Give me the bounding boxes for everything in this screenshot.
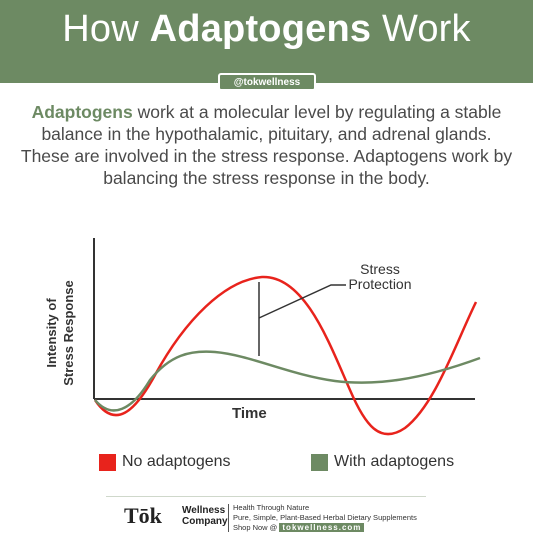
title-bold: Adaptogens (149, 8, 372, 50)
stress-protection-label: Stress Protection (340, 262, 420, 292)
footer-separator (228, 504, 229, 532)
legend-swatch-red (99, 453, 116, 471)
intro-text: work at a molecular level by regulating … (20, 102, 513, 188)
footer-divider (106, 496, 426, 497)
brand-line2: Company (182, 516, 228, 527)
header-banner (0, 0, 533, 83)
shop-prefix: Shop Now @ (233, 523, 280, 532)
y-axis-label: Intensity of Stress Response (43, 263, 83, 403)
intro-paragraph: Adaptogens work at a molecular level by … (18, 101, 515, 189)
tag-line3: Shop Now @ tokwellness.com (233, 523, 417, 533)
title-pre: How (62, 8, 150, 50)
curve-no-adaptogens (93, 275, 478, 436)
tag-line2: Pure, Simple, Plant-Based Herbal Dietary… (233, 513, 417, 522)
y-axis-label-line2: Stress Response (61, 280, 76, 386)
x-axis-label: Time (232, 405, 267, 422)
brand-line1: Wellness (182, 505, 226, 516)
legend-with-adaptogens: With adaptogens (311, 453, 454, 471)
page-title: How Adaptogens Work (0, 8, 533, 51)
intro-keyword: Adaptogens (31, 102, 133, 122)
legend-swatch-green (311, 453, 328, 471)
title-post: Work (371, 8, 471, 50)
brand-name: Wellness Company (182, 505, 228, 527)
curve-with-adaptogens (94, 350, 481, 412)
legend-label-with: With adaptogens (334, 453, 455, 470)
y-axis-label-line1: Intensity of (44, 298, 59, 368)
legend-no-adaptogens: No adaptogens (99, 453, 231, 471)
annotation-leader-line (258, 284, 346, 319)
annotation-line2: Protection (348, 276, 412, 292)
footer-tagline: Health Through Nature Pure, Simple, Plan… (233, 503, 417, 533)
brand-logo: Tōk (124, 503, 162, 528)
legend-label-no: No adaptogens (122, 453, 231, 470)
social-handle-badge: @tokwellness (218, 73, 316, 91)
website-link[interactable]: tokwellness.com (279, 523, 365, 532)
annotation-line1: Stress (360, 261, 400, 277)
tag-line1: Health Through Nature (233, 503, 310, 512)
